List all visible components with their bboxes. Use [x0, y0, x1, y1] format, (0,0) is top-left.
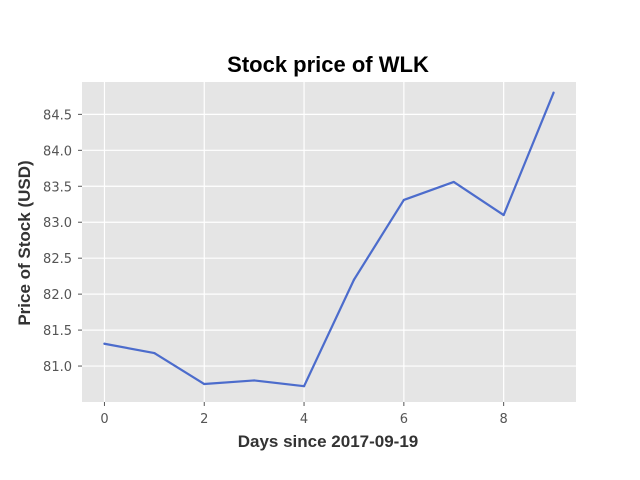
- data-point: [552, 91, 555, 94]
- data-point: [452, 180, 455, 184]
- data-point: [352, 278, 356, 281]
- y-tick-label: 82.0: [43, 288, 72, 303]
- y-tick-label: 84.5: [43, 108, 72, 123]
- y-axis-ticks: 81.0 81.5 82.0 82.5 83.0 83.5 84.0 84.5: [43, 108, 82, 375]
- grid-lines: [82, 82, 576, 402]
- y-tick-label: 84.0: [43, 144, 72, 159]
- data-point: [153, 352, 156, 355]
- data-point: [402, 198, 405, 202]
- x-axis-label: Days since 2017-09-19: [238, 432, 419, 451]
- y-tick-label: 83.0: [43, 216, 72, 231]
- x-tick-label: 0: [100, 412, 108, 427]
- data-point: [103, 342, 106, 345]
- chart-title: Stock price of WLK: [227, 52, 429, 77]
- y-tick-label: 83.5: [43, 180, 72, 195]
- data-point: [302, 385, 306, 388]
- y-tick-label: 81.5: [43, 324, 72, 339]
- data-point: [502, 213, 505, 217]
- x-tick-label: 6: [400, 412, 408, 427]
- x-tick-label: 8: [500, 412, 508, 427]
- x-tick-label: 4: [300, 412, 308, 427]
- x-tick-label: 2: [200, 412, 208, 427]
- x-axis-ticks: 0 2 4 6 8: [100, 402, 508, 427]
- y-tick-label: 81.0: [43, 360, 72, 375]
- series-layer: [103, 91, 555, 388]
- y-tick-label: 82.5: [43, 252, 72, 267]
- y-axis-label: Price of Stock (USD): [15, 160, 34, 325]
- series-line: [103, 91, 555, 388]
- data-point: [203, 382, 206, 386]
- data-point: [253, 379, 256, 382]
- plot-area: [82, 82, 576, 402]
